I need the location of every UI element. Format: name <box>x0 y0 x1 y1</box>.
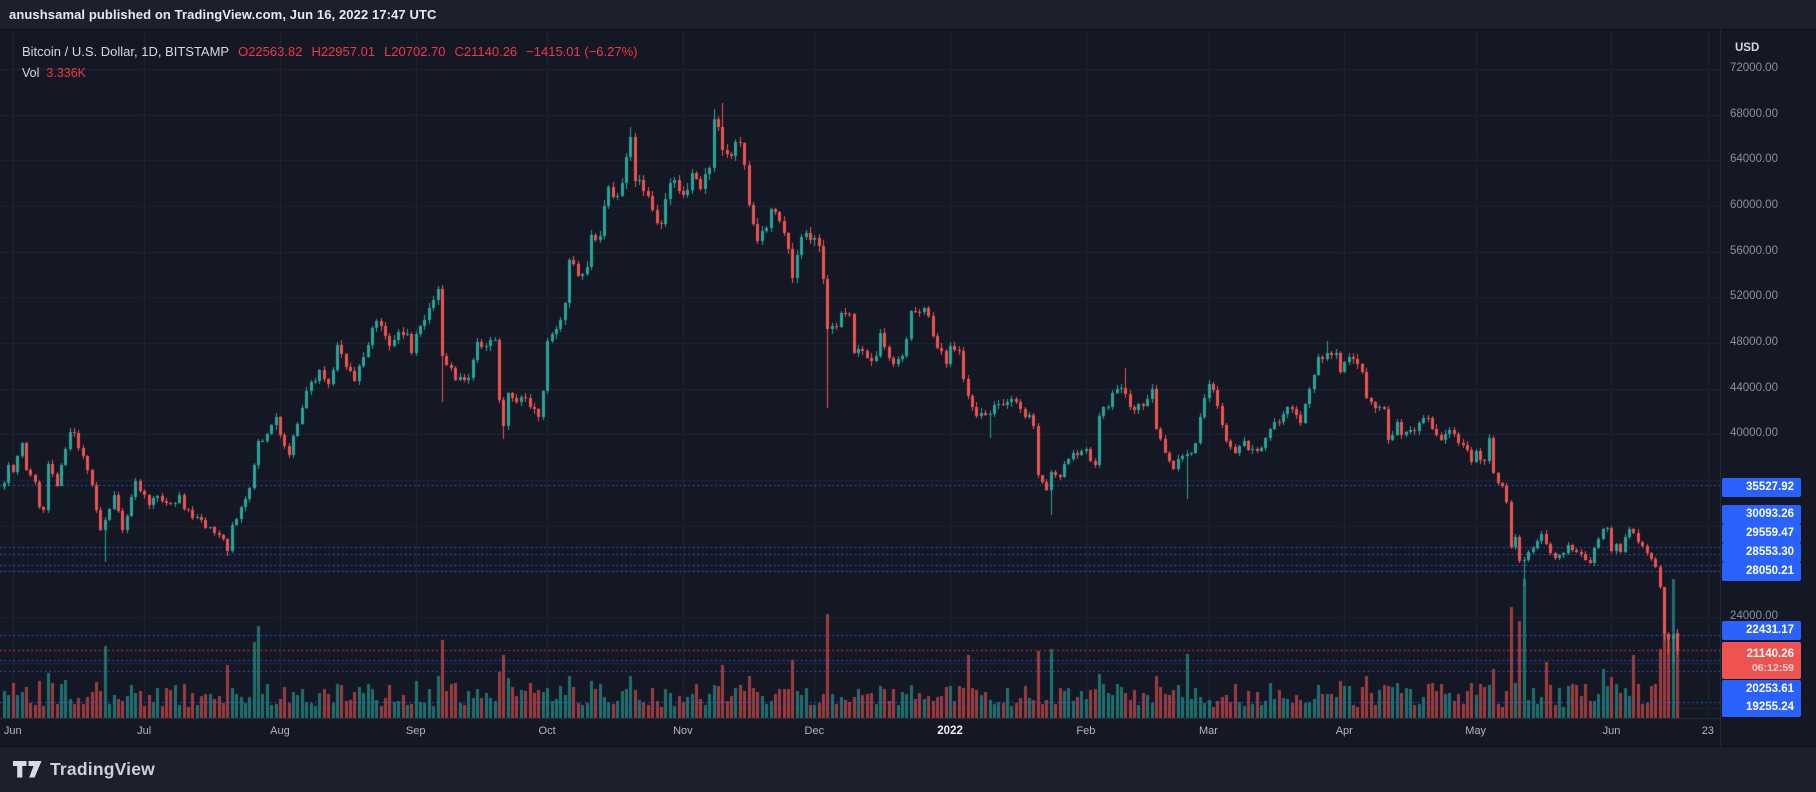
price-axis[interactable]: USD 72000.00 68000.00 64000.00 60000.00 5600… <box>1720 30 1816 746</box>
price-tick-label: 60000.00 <box>1730 198 1778 211</box>
current-price-label[interactable]: 21140.26 06:12:59 <box>1722 642 1801 679</box>
tradingview-logo-link[interactable]: TradingView <box>13 759 155 780</box>
price-tick-label: 52000.00 <box>1730 290 1778 303</box>
time-tick-label: Dec <box>804 725 825 737</box>
time-tick-label: Jun <box>3 725 22 737</box>
alert-price-label[interactable]: 35527.92 <box>1722 477 1801 497</box>
time-tick-label: Apr <box>1335 725 1353 737</box>
alert-price-label[interactable]: 22431.17 <box>1722 620 1801 640</box>
time-tick-label: Mar <box>1199 725 1218 737</box>
footer-bar: TradingView <box>0 746 1816 792</box>
close-value: C21140.26 <box>454 44 518 59</box>
bar-countdown: 06:12:59 <box>1751 661 1794 674</box>
tradingview-logo-icon <box>13 761 42 778</box>
price-tick-label: 40000.00 <box>1730 427 1778 440</box>
price-tick-label: 64000.00 <box>1730 153 1778 166</box>
time-axis[interactable]: Jun Jul Aug Sep Oct Nov Dec 2022 Feb Mar Apr May Jun… <box>0 718 1720 747</box>
currency-label: USD <box>1735 42 1760 54</box>
tradingview-logo-text: TradingView <box>50 759 155 779</box>
time-tick-label: Nov <box>673 725 693 737</box>
change-value: −1415.01 (−6.27%) <box>526 44 638 59</box>
price-tick-label: 68000.00 <box>1730 107 1778 120</box>
attribution-text: anushsamal published on TradingView.com,… <box>9 7 437 22</box>
alert-price-label[interactable]: 29559.47 <box>1722 523 1801 543</box>
price-tick-label: 48000.00 <box>1730 335 1778 348</box>
alert-price-label[interactable]: 20253.61 <box>1722 679 1801 699</box>
alert-price-label[interactable]: 19255.24 <box>1722 697 1801 717</box>
high-value: H22957.01 <box>311 44 376 59</box>
attribution-bar: anushsamal published on TradingView.com,… <box>0 0 1816 30</box>
price-tick-label: 44000.00 <box>1730 381 1778 394</box>
alert-price-label[interactable]: 28553.30 <box>1722 542 1801 562</box>
symbol-title[interactable]: Bitcoin / U.S. Dollar, 1D, BITSTAMP <box>22 44 230 59</box>
volume-label: Vol <box>22 66 40 80</box>
time-tick-label: Oct <box>538 725 556 737</box>
price-tick-label: 72000.00 <box>1730 61 1778 74</box>
alert-price-label[interactable]: 30093.26 <box>1722 504 1801 524</box>
volume-value: 3.336K <box>46 66 87 80</box>
time-tick-label: Feb <box>1076 725 1096 737</box>
time-tick-label: May <box>1465 725 1487 737</box>
low-value: L20702.70 <box>384 44 446 59</box>
current-price-value: 21140.26 <box>1746 647 1794 660</box>
chart-legend[interactable]: Bitcoin / U.S. Dollar, 1D, BITSTAMP O2256… <box>22 42 637 83</box>
time-tick-label: Jul <box>137 725 152 737</box>
time-tick-label: Aug <box>270 725 290 737</box>
alert-price-label[interactable]: 28050.21 <box>1722 561 1801 581</box>
time-tick-label: 23 <box>1701 725 1714 737</box>
open-value: O22563.82 <box>238 44 303 59</box>
price-tick-label: 56000.00 <box>1730 244 1778 257</box>
time-tick-label: 2022 <box>937 725 963 737</box>
price-tick-label: 24000.00 <box>1730 610 1778 622</box>
time-tick-label: Jun <box>1602 725 1621 737</box>
time-tick-label: Sep <box>405 725 426 737</box>
